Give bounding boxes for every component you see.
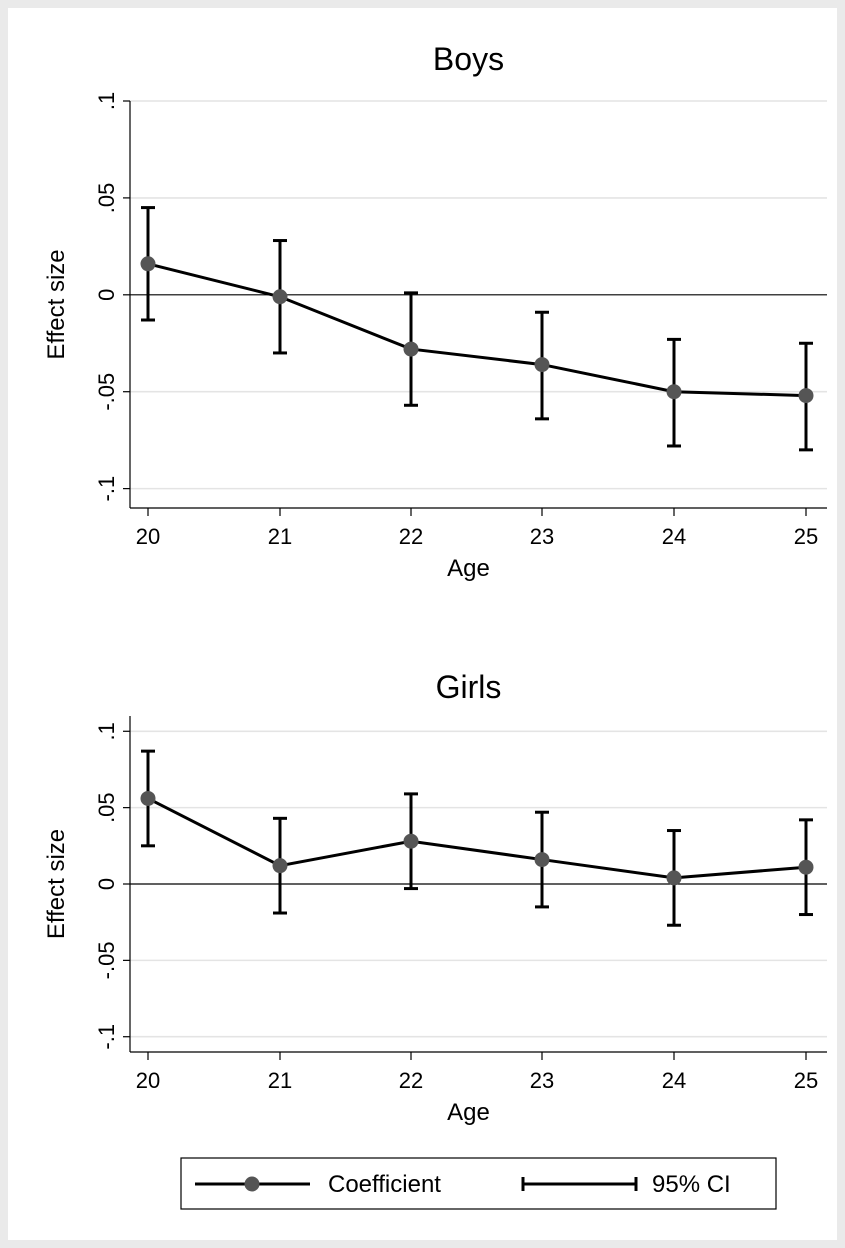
panel-1-y-tick-label: .1 (94, 92, 119, 110)
panel-1-y-tick-label: -.1 (94, 476, 119, 502)
panel-1-x-tick-label: 20 (136, 524, 160, 549)
panel-2-x-tick-label: 22 (399, 1068, 423, 1093)
legend-coefficient-marker (244, 1176, 260, 1192)
panel-2-y-tick-label: .1 (94, 722, 119, 740)
panel-1-x-axis-title: Age (447, 555, 490, 582)
panel-1-y-tick-label: -.05 (94, 373, 119, 411)
panel-1-x-tick-label: 22 (399, 524, 423, 549)
panel-2-y-tick-label: -.05 (94, 941, 119, 979)
panel-1-x-tick-label: 21 (268, 524, 292, 549)
panel-2-coefficient-point (403, 833, 419, 849)
panel-1-coefficient-point (140, 256, 156, 272)
panel-2-coefficient-point (798, 859, 814, 875)
panel-1-x-tick-label: 25 (794, 524, 818, 549)
legend-ci-label: 95% CI (652, 1171, 731, 1198)
panel-2-coefficient-point (272, 858, 288, 874)
legend-coefficient-label: Coefficient (328, 1171, 441, 1198)
panel-1-coefficient-line (147, 262, 807, 398)
panel-2-y-tick-label: 0 (94, 878, 119, 890)
panel-2-x-axis-title: Age (447, 1099, 490, 1126)
panel-1-coefficient-point (798, 388, 814, 404)
panel-2-coefficient-point (140, 790, 156, 806)
panel-1-y-tick-label: .05 (94, 183, 119, 214)
panel-2-coefficient-line (147, 797, 807, 880)
panel-1-coefficient-point (534, 357, 550, 373)
panel-1-coefficient-point (666, 384, 682, 400)
panel-2-x-tick-label: 21 (268, 1068, 292, 1093)
panel-1-y-tick-label: 0 (94, 289, 119, 301)
panel-1-y-axis-title: Effect size (43, 249, 70, 359)
legend-box (180, 1157, 777, 1210)
panel-2-title: Girls (436, 669, 502, 705)
panel-1-x-tick-label: 24 (662, 524, 686, 549)
panel-2-x-tick-label: 20 (136, 1068, 160, 1093)
panel-2-x-tick-label: 25 (794, 1068, 818, 1093)
panel-1-coefficient-point (403, 341, 419, 357)
panel-1-plot-area (130, 101, 827, 508)
panel-1-title: Boys (433, 41, 504, 77)
panel-1-coefficient-point (272, 289, 288, 305)
panel-2-coefficient-point (666, 870, 682, 886)
panel-2-x-tick-label: 24 (662, 1068, 686, 1093)
panel-2-y-tick-label: .05 (94, 792, 119, 823)
panel-2-y-tick-label: -.1 (94, 1024, 119, 1050)
panel-2-coefficient-point (534, 852, 550, 868)
panel-2-x-tick-label: 23 (530, 1068, 554, 1093)
panel-1-x-tick-label: 23 (530, 524, 554, 549)
panel-2-y-axis-title: Effect size (43, 829, 70, 939)
